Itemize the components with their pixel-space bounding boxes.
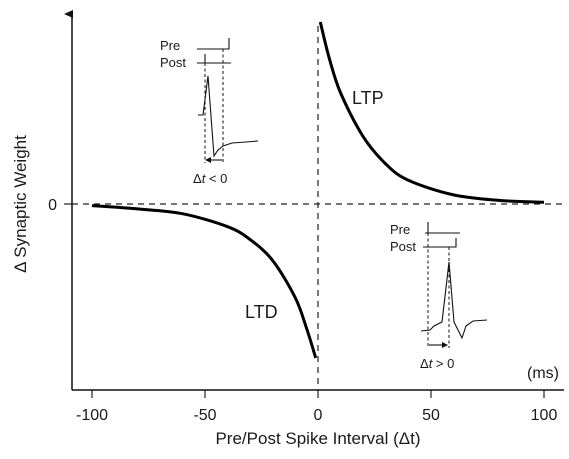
x-tick-label-0: -100 (76, 407, 108, 424)
inset1-pre-label: Pre (160, 38, 180, 53)
inset2-arrowhead (442, 342, 448, 348)
x-axis-title: Pre/Post Spike Interval (Δt) (215, 429, 420, 448)
x-tick-label-3: 50 (422, 407, 440, 424)
y-axis-title: Δ Synaptic Weight (11, 135, 30, 273)
inset2-post-label: Post (390, 239, 416, 254)
ltp-curve (318, 21, 545, 204)
x-tick-label-4: 100 (531, 407, 558, 424)
x-ticks: -100 -50 0 50 100 (76, 390, 557, 424)
inset-negative-interval: Pre Post Δt < 0 (160, 38, 259, 186)
inset2-pre-label: Pre (390, 222, 410, 237)
inset2-caption: Δt > 0 (420, 356, 454, 371)
inset2-pre-spike-trace (425, 222, 460, 234)
ltp-label: LTP (352, 88, 384, 108)
inset1-pre-spike-trace (197, 38, 230, 50)
x-tick-label-2: 0 (314, 407, 323, 424)
x-tick-label-1: -50 (193, 407, 216, 424)
inset-positive-interval: Pre Post Δt > 0 (390, 222, 488, 371)
y-tick-label-0: 0 (48, 197, 57, 214)
inset2-membrane-trace (420, 261, 488, 340)
ltd-label: LTD (245, 302, 278, 322)
inset1-caption: Δt < 0 (193, 171, 227, 186)
inset2-post-spike-trace (423, 238, 457, 248)
ltd-curve (91, 204, 318, 359)
inset1-membrane-trace (198, 75, 259, 158)
inset1-post-spike-trace (197, 54, 231, 64)
inset1-post-label: Post (160, 55, 186, 70)
x-unit-label: (ms) (527, 365, 559, 382)
inset1-arrowhead (205, 157, 211, 163)
